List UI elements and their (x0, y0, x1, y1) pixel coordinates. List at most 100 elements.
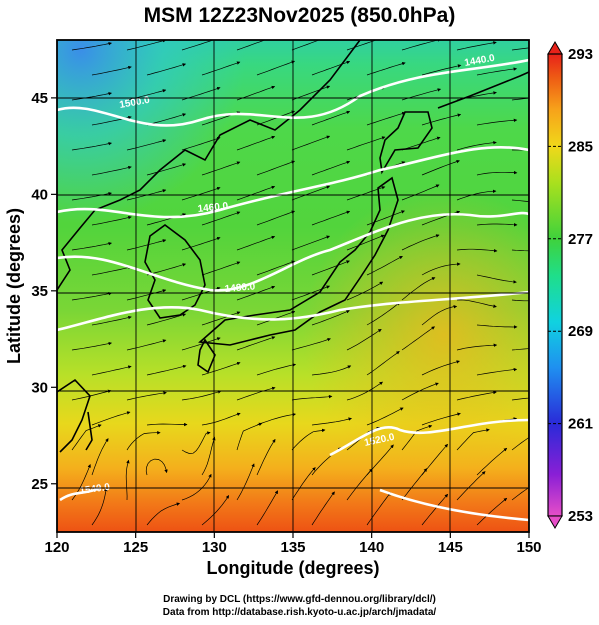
x-axis-ticks: 120 125 130 135 140 145 150 (44, 532, 542, 556)
streamline (291, 337, 331, 351)
streamline (71, 241, 112, 251)
streamline (91, 365, 132, 376)
streamline (366, 301, 401, 326)
streamline (366, 62, 406, 76)
streamline (181, 390, 222, 401)
x-tick-label: 125 (123, 539, 148, 556)
streamline (201, 311, 241, 326)
streamline (181, 40, 221, 51)
streamline (236, 422, 263, 451)
colorbar-tick-label: 253 (568, 508, 593, 525)
y-tick-label: 40 (31, 186, 48, 203)
streamline (201, 61, 241, 76)
streamline (311, 110, 351, 126)
colorbar-tick-label: 285 (568, 138, 593, 155)
contour-line (57, 290, 529, 332)
streamline (366, 407, 404, 426)
streamline (476, 170, 518, 176)
streamline (311, 210, 351, 226)
streamline (311, 60, 351, 76)
streamline (201, 436, 216, 476)
streamline (91, 315, 132, 326)
streamline (476, 67, 518, 76)
streamline (126, 89, 167, 101)
streamline (311, 310, 350, 326)
y-tick-label: 25 (31, 476, 48, 493)
streamline (311, 417, 352, 426)
streamline (256, 412, 296, 426)
streamline (125, 459, 130, 501)
credit-drawing: Drawing by DCL (https://www.gfd-dennou.o… (163, 594, 436, 605)
streamline (71, 91, 112, 101)
streamline (311, 365, 352, 376)
streamline (291, 135, 331, 151)
streamline (146, 113, 187, 126)
streamline (476, 447, 508, 476)
streamline (476, 324, 518, 329)
colorbar-tick-label: 293 (568, 46, 593, 63)
y-axis-label: Latitude (degrees) (4, 208, 24, 364)
geopotential-contours (57, 58, 529, 522)
streamline (421, 262, 461, 276)
streamline (91, 165, 132, 176)
coastlines (57, 40, 529, 453)
streamline (511, 47, 529, 51)
streamline (236, 40, 266, 51)
contour-label: 1480.0 (224, 281, 256, 295)
streamline (71, 341, 112, 351)
streamline (476, 223, 518, 227)
colorbar: 293 285 277 269 261 253 (547, 41, 593, 529)
streamline (146, 63, 187, 76)
streamline (291, 428, 326, 451)
streamline (201, 261, 241, 276)
streamline (456, 471, 486, 501)
streamline (511, 436, 529, 451)
colorbar-top-arrow (547, 41, 563, 55)
y-axis-ticks: 25 30 35 40 45 (31, 90, 57, 493)
streamline (126, 289, 167, 301)
streamline (91, 65, 132, 76)
streamline (291, 467, 316, 501)
streamline (146, 502, 181, 526)
x-tick-label: 145 (438, 539, 463, 556)
colorbar-ticks: 293 285 277 269 261 253 (548, 46, 593, 525)
streamline (91, 411, 131, 426)
streamline (71, 424, 102, 451)
streamline (476, 497, 508, 526)
streamline (256, 110, 296, 126)
streamline (346, 381, 383, 401)
streamline (366, 111, 406, 126)
streamline (236, 386, 276, 401)
streamline (181, 473, 212, 501)
streamline (236, 135, 276, 151)
streamline (476, 367, 518, 376)
streamline (236, 463, 255, 501)
streamline (126, 40, 167, 51)
streamline (456, 41, 497, 51)
streamline (91, 265, 132, 276)
streamline (346, 468, 373, 501)
streamline (145, 458, 168, 476)
map-title: MSM 12Z23Nov2025 (850.0hPa) (143, 4, 456, 27)
streamline (366, 210, 405, 226)
streamline (401, 184, 440, 201)
streamline (476, 274, 517, 284)
x-tick-label: 130 (202, 539, 227, 556)
streamline (421, 64, 462, 76)
contour-line (59, 486, 101, 502)
streamline (401, 234, 440, 251)
colorbar-scale (547, 53, 563, 517)
streamline (311, 160, 351, 176)
x-tick-label: 150 (516, 539, 541, 556)
streamline (421, 493, 449, 526)
streamline (201, 495, 230, 526)
streamline (291, 235, 331, 251)
streamline (401, 424, 433, 451)
streamline (201, 412, 241, 426)
streamline (146, 364, 187, 376)
streamline (366, 492, 391, 526)
streamline (511, 397, 529, 401)
streamline (366, 351, 400, 376)
streamline (236, 336, 276, 351)
